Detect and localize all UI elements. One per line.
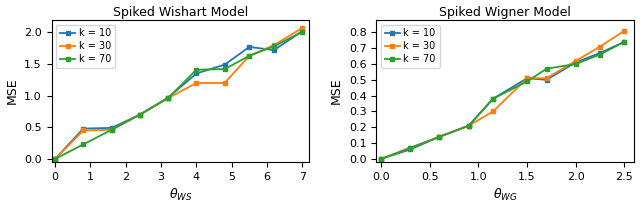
k = 10 — [270, 49, 278, 51]
k = 10 — [436, 135, 444, 138]
Line: k = 30: k = 30 — [52, 25, 305, 161]
k = 10 — [406, 148, 414, 151]
Line: k = 10: k = 10 — [52, 29, 305, 161]
k = 30 — [298, 27, 306, 29]
k = 70 — [436, 135, 444, 138]
k = 30 — [572, 60, 580, 62]
k = 30 — [436, 135, 444, 138]
k = 10 — [524, 77, 531, 79]
k = 30 — [465, 124, 472, 127]
Y-axis label: MSE: MSE — [6, 78, 19, 104]
k = 10 — [193, 72, 200, 75]
k = 10 — [164, 96, 172, 99]
k = 10 — [489, 98, 497, 100]
k = 70 — [193, 68, 200, 71]
X-axis label: $\theta_{WG}$: $\theta_{WG}$ — [493, 187, 518, 203]
k = 30 — [79, 129, 87, 132]
k = 30 — [221, 82, 228, 84]
k = 30 — [489, 110, 497, 113]
k = 70 — [108, 129, 115, 131]
Line: k = 70: k = 70 — [379, 40, 627, 161]
k = 30 — [596, 45, 604, 48]
Legend: k = 10, k = 30, k = 70: k = 10, k = 30, k = 70 — [381, 25, 440, 68]
k = 70 — [79, 143, 87, 146]
k = 30 — [108, 129, 115, 131]
k = 30 — [524, 77, 531, 79]
k = 70 — [465, 124, 472, 127]
k = 70 — [164, 97, 172, 99]
k = 10 — [378, 158, 385, 160]
Line: k = 70: k = 70 — [52, 29, 305, 161]
k = 70 — [298, 31, 306, 33]
k = 30 — [270, 44, 278, 46]
Line: k = 30: k = 30 — [379, 28, 627, 161]
k = 70 — [621, 41, 628, 43]
Title: Spiked Wishart Model: Spiked Wishart Model — [113, 6, 248, 19]
k = 10 — [136, 113, 144, 116]
k = 70 — [51, 158, 59, 160]
k = 10 — [543, 79, 550, 81]
Title: Spiked Wigner Model: Spiked Wigner Model — [439, 6, 571, 19]
k = 70 — [596, 53, 604, 56]
k = 30 — [621, 29, 628, 32]
k = 70 — [221, 68, 228, 70]
k = 10 — [465, 124, 472, 127]
k = 30 — [51, 158, 59, 160]
k = 10 — [572, 61, 580, 64]
k = 70 — [543, 68, 550, 70]
k = 70 — [246, 55, 253, 57]
k = 10 — [108, 127, 115, 129]
k = 70 — [524, 80, 531, 83]
k = 30 — [378, 158, 385, 160]
k = 10 — [221, 63, 228, 66]
k = 10 — [621, 41, 628, 43]
k = 30 — [406, 147, 414, 149]
k = 10 — [298, 30, 306, 32]
k = 30 — [136, 113, 144, 116]
k = 70 — [572, 63, 580, 65]
k = 30 — [246, 55, 253, 57]
Y-axis label: MSE: MSE — [330, 78, 343, 104]
k = 30 — [164, 97, 172, 99]
k = 30 — [193, 82, 200, 84]
k = 10 — [79, 127, 87, 130]
Legend: k = 10, k = 30, k = 70: k = 10, k = 30, k = 70 — [56, 25, 115, 68]
X-axis label: $\theta_{WS}$: $\theta_{WS}$ — [169, 187, 192, 203]
k = 70 — [406, 147, 414, 149]
Line: k = 10: k = 10 — [379, 40, 627, 161]
k = 30 — [543, 77, 550, 79]
k = 10 — [246, 46, 253, 48]
k = 70 — [378, 158, 385, 160]
k = 70 — [270, 45, 278, 47]
k = 70 — [489, 98, 497, 100]
k = 10 — [596, 52, 604, 54]
k = 70 — [136, 113, 144, 116]
k = 10 — [51, 158, 59, 160]
